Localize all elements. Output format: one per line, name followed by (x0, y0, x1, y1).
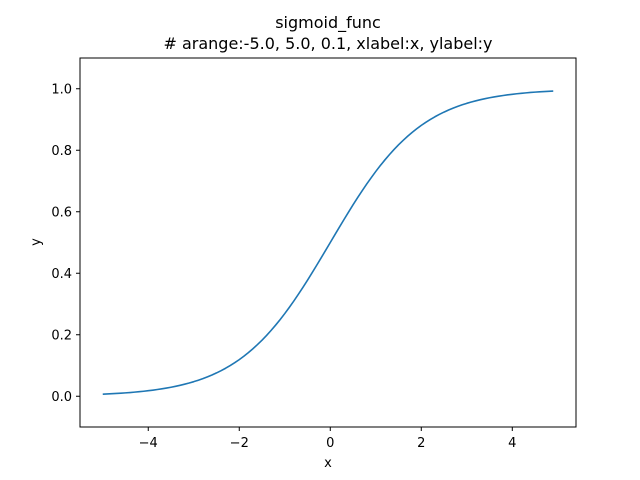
y-axis-label: y (29, 238, 44, 246)
plot-area (102, 90, 554, 395)
y-tick-label: 1.0 (51, 82, 72, 97)
x-axis-label: x (324, 456, 332, 471)
x-tick-label: 0 (326, 436, 334, 451)
y-tick-label: 0.2 (51, 328, 72, 343)
x-tick-label: 4 (508, 436, 516, 451)
y-tick-label: 0.4 (51, 267, 72, 282)
x-axis-ticks: −4 −2 0 2 4 (139, 427, 516, 451)
chart-title: sigmoid_func (275, 13, 381, 33)
x-tick-label: 2 (417, 436, 425, 451)
axes-frame (79, 57, 577, 428)
y-axis-ticks: 0.0 0.2 0.4 0.6 0.8 1.0 (51, 82, 80, 405)
y-tick-label: 0.0 (51, 390, 72, 405)
x-tick-label: −2 (230, 436, 249, 451)
y-tick-label: 0.6 (51, 205, 72, 220)
series-line-0 (102, 90, 554, 395)
x-tick-label: −4 (139, 436, 158, 451)
y-tick-label: 0.8 (51, 144, 72, 159)
chart-subtitle: # arange:-5.0, 5.0, 0.1, xlabel:x, ylabe… (163, 34, 492, 53)
